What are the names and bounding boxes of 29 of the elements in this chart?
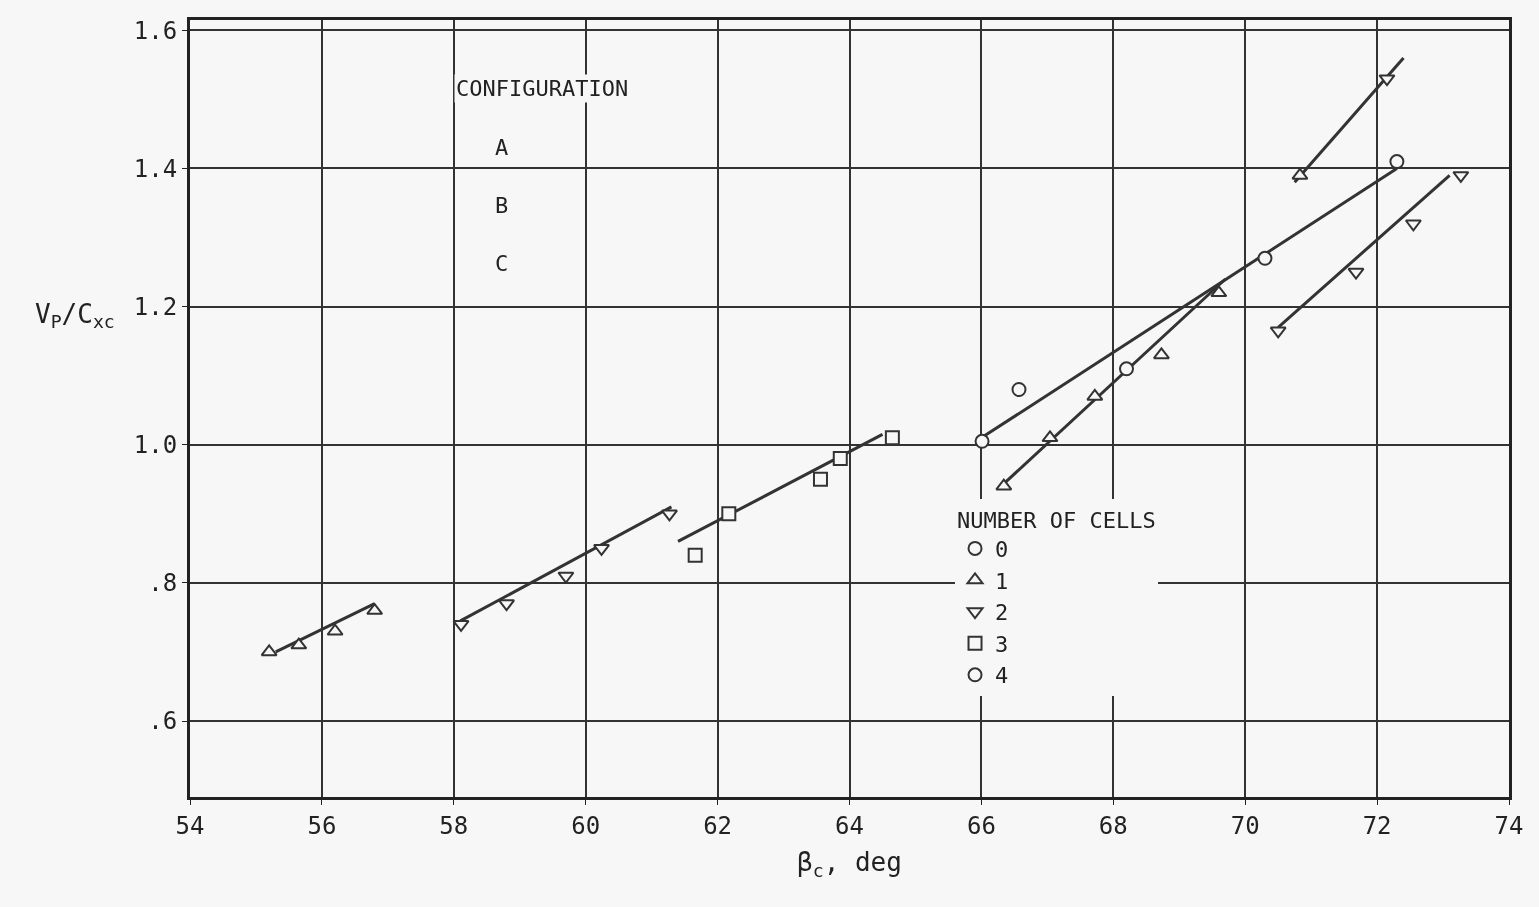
annotation: CONFIGURATION: [456, 76, 629, 101]
legend-label: 0: [995, 536, 1009, 562]
legend-label: 1: [995, 568, 1009, 594]
x-tick-label: 60: [571, 811, 601, 840]
x-tick-label: 74: [1494, 811, 1524, 840]
y-axis-title: V$_{P}$/C$_{xc}$: [35, 299, 115, 333]
x-axis-title: β$_{c}$, deg: [797, 847, 902, 881]
x-tick-label: 64: [835, 811, 864, 840]
x-tick-label: 70: [1230, 811, 1260, 840]
x-tick-label: 72: [1362, 811, 1392, 840]
legend-label: 2: [995, 600, 1009, 626]
annotation: C: [495, 251, 509, 276]
y-tick-label: 1.6: [133, 16, 178, 45]
x-tick-label: 62: [703, 811, 733, 840]
annotation: B: [495, 193, 509, 218]
x-tick-label: 66: [966, 811, 996, 840]
x-tick-label: 54: [175, 811, 205, 840]
x-tick-label: 56: [307, 811, 337, 840]
legend-label: 4: [995, 663, 1009, 689]
y-tick-label: 1.2: [133, 293, 178, 322]
y-tick-label: .6: [148, 707, 178, 736]
y-tick-label: 1.0: [133, 431, 178, 460]
y-tick-label: .8: [148, 569, 178, 598]
annotation: A: [495, 135, 509, 160]
x-tick-label: 68: [1098, 811, 1128, 840]
legend-label: 3: [995, 631, 1009, 657]
y-tick-label: 1.4: [133, 154, 178, 183]
legend-title: NUMBER OF CELLS: [957, 507, 1156, 533]
x-tick-label: 58: [439, 811, 469, 840]
